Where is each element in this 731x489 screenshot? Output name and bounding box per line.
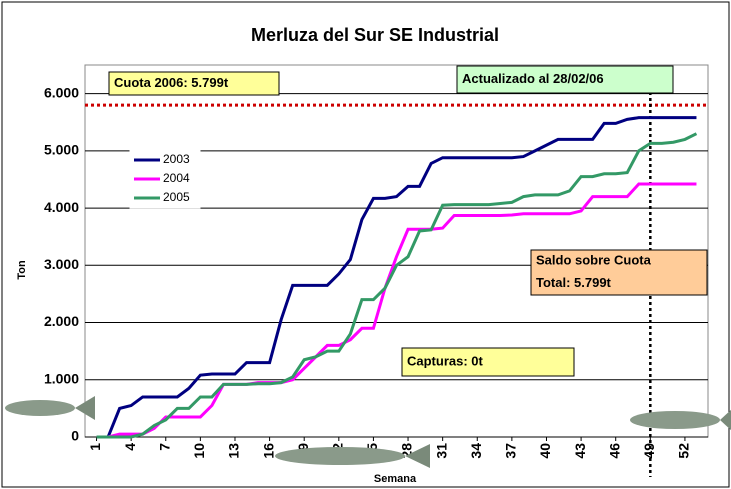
y-tick-label: 6.000 <box>44 84 79 100</box>
series-line <box>96 182 697 439</box>
y-tick-label: 2.000 <box>44 313 79 329</box>
y-tick-label: 3.000 <box>44 256 79 272</box>
quota-label: Cuota 2006: 5.799t <box>114 75 229 90</box>
x-tick-label: 43 <box>572 443 588 459</box>
updated-box <box>456 65 674 94</box>
y-axis-label: Ton <box>16 260 28 280</box>
catches-box <box>401 347 575 377</box>
y-tick-label: 4.000 <box>44 199 79 215</box>
chart-title: Merluza del Sur SE Industrial <box>251 25 499 45</box>
x-tick-label: 4 <box>122 443 138 451</box>
x-axis-label: Semana <box>374 473 417 485</box>
x-tick-label: 13 <box>226 443 242 459</box>
y-tick-label: 5.000 <box>44 142 79 158</box>
y-tick-label: 0 <box>71 428 79 444</box>
x-tick-label: 52 <box>676 443 692 459</box>
x-tick-label: 37 <box>503 443 519 459</box>
legend-label: 2005 <box>163 190 190 204</box>
catches: Capturas: 0t <box>407 353 484 368</box>
quota-label-box <box>108 71 280 96</box>
updated: Actualizado al 28/02/06 <box>462 71 604 86</box>
x-tick-label: 46 <box>606 443 622 459</box>
x-tick-label: 31 <box>433 443 449 459</box>
decorations <box>5 396 731 468</box>
x-tick-label: 1 <box>87 443 103 451</box>
series-line <box>96 116 697 439</box>
series-line <box>96 132 698 439</box>
x-tick-label: 16 <box>260 443 276 459</box>
balance: Total: 5.799t <box>536 275 612 290</box>
x-tick-label: 49 <box>641 443 657 459</box>
x-tick-label: 10 <box>191 443 207 459</box>
x-tick-label: 7 <box>156 443 172 451</box>
x-tick-label: 34 <box>468 443 484 459</box>
x-tick-label: 40 <box>537 443 553 459</box>
balance-box <box>530 249 708 296</box>
balance: Saldo sobre Cuota <box>536 253 652 268</box>
y-tick-label: 1.000 <box>44 370 79 386</box>
legend-label: 2003 <box>163 152 190 166</box>
legend-label: 2004 <box>163 171 190 185</box>
